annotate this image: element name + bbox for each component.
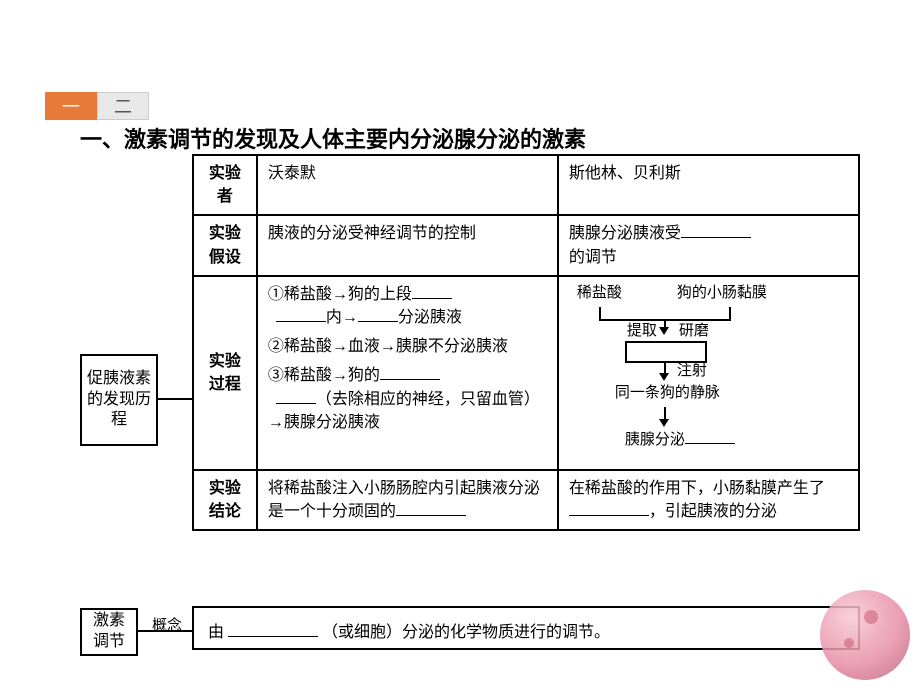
- side-box-discovery: 促胰液素的发现历程: [80, 354, 158, 446]
- row-label-experimenter: 实验者: [193, 155, 257, 215]
- blank-field: [276, 388, 316, 404]
- flowchart: 稀盐酸 狗的小肠黏膜 提取 研磨: [569, 283, 848, 463]
- connector-line: [158, 398, 192, 400]
- cell-conclusion-2: 在稀盐酸的作用下，小肠黏膜产生了 ，引起胰液的分泌: [558, 470, 859, 530]
- cell-experimenter-2: 斯他林、贝利斯: [558, 155, 859, 215]
- blank-field: [380, 364, 440, 380]
- decorative-cell-icon: [820, 590, 910, 680]
- table-row: 实验 过程 ①稀盐酸→狗的上段 内→分泌胰液 ②稀盐酸→血液→胰腺不分泌胰液 ③…: [193, 276, 859, 470]
- concept-label: 概念: [152, 614, 182, 635]
- blank-field: [276, 306, 326, 322]
- blank-field: [228, 621, 318, 637]
- cell-experimenter-1: 沃泰默: [257, 155, 558, 215]
- side-box-regulation: 激素 调节: [80, 608, 138, 656]
- comparison-table: 实验者 沃泰默 斯他林、贝利斯 实验 假设 胰液的分泌受神经调节的控制 胰腺分泌…: [192, 154, 860, 531]
- tab-bar: 一 二: [45, 92, 149, 120]
- blank-field: [396, 500, 466, 516]
- page-title: 一、激素调节的发现及人体主要内分泌腺分泌的激素: [80, 122, 586, 154]
- cell-hypothesis-1: 胰液的分泌受神经调节的控制: [257, 215, 558, 275]
- blank-field: [358, 306, 398, 322]
- cell-process-2: 稀盐酸 狗的小肠黏膜 提取 研磨: [558, 276, 859, 470]
- concept-box: 由 （或细胞）分泌的化学物质进行的调节。: [192, 606, 860, 650]
- cell-hypothesis-2: 胰腺分泌胰液受 的调节: [558, 215, 859, 275]
- tab-two[interactable]: 二: [97, 92, 149, 120]
- blank-field: [685, 429, 735, 444]
- cell-conclusion-1: 将稀盐酸注入小肠肠腔内引起胰液分泌是一个十分顽固的: [257, 470, 558, 530]
- row-label-hypothesis: 实验 假设: [193, 215, 257, 275]
- row-label-process: 实验 过程: [193, 276, 257, 470]
- cell-process-1: ①稀盐酸→狗的上段 内→分泌胰液 ②稀盐酸→血液→胰腺不分泌胰液 ③稀盐酸→狗的…: [257, 276, 558, 470]
- table-row: 实验 结论 将稀盐酸注入小肠肠腔内引起胰液分泌是一个十分顽固的 在稀盐酸的作用下…: [193, 470, 859, 530]
- table-row: 实验 假设 胰液的分泌受神经调节的控制 胰腺分泌胰液受 的调节: [193, 215, 859, 275]
- table-row: 实验者 沃泰默 斯他林、贝利斯: [193, 155, 859, 215]
- blank-field: [681, 222, 751, 238]
- tab-one[interactable]: 一: [45, 92, 97, 120]
- blank-field: [412, 283, 452, 299]
- blank-field: [569, 500, 649, 516]
- row-label-conclusion: 实验 结论: [193, 470, 257, 530]
